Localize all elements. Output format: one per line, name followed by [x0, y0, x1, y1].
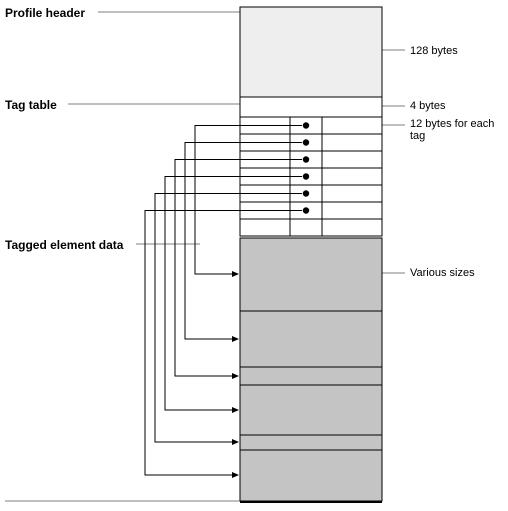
label-various-sizes: Various sizes: [410, 267, 475, 279]
label-tag-count: Tag count: [240, 100, 382, 112]
label-size: Size: [322, 119, 382, 131]
label-tagged-element-data: Tagged element data: [5, 238, 123, 252]
label-4-bytes: 4 bytes: [410, 100, 445, 112]
label-signature: Signature: [240, 119, 290, 131]
label-profile-header: Profile header: [5, 6, 85, 20]
label-128-bytes: 128 bytes: [410, 45, 458, 57]
label-tag-table: Tag table: [5, 98, 57, 112]
label-12-bytes: 12 bytes for each tag: [410, 118, 508, 142]
diagram-svg: [0, 0, 508, 511]
